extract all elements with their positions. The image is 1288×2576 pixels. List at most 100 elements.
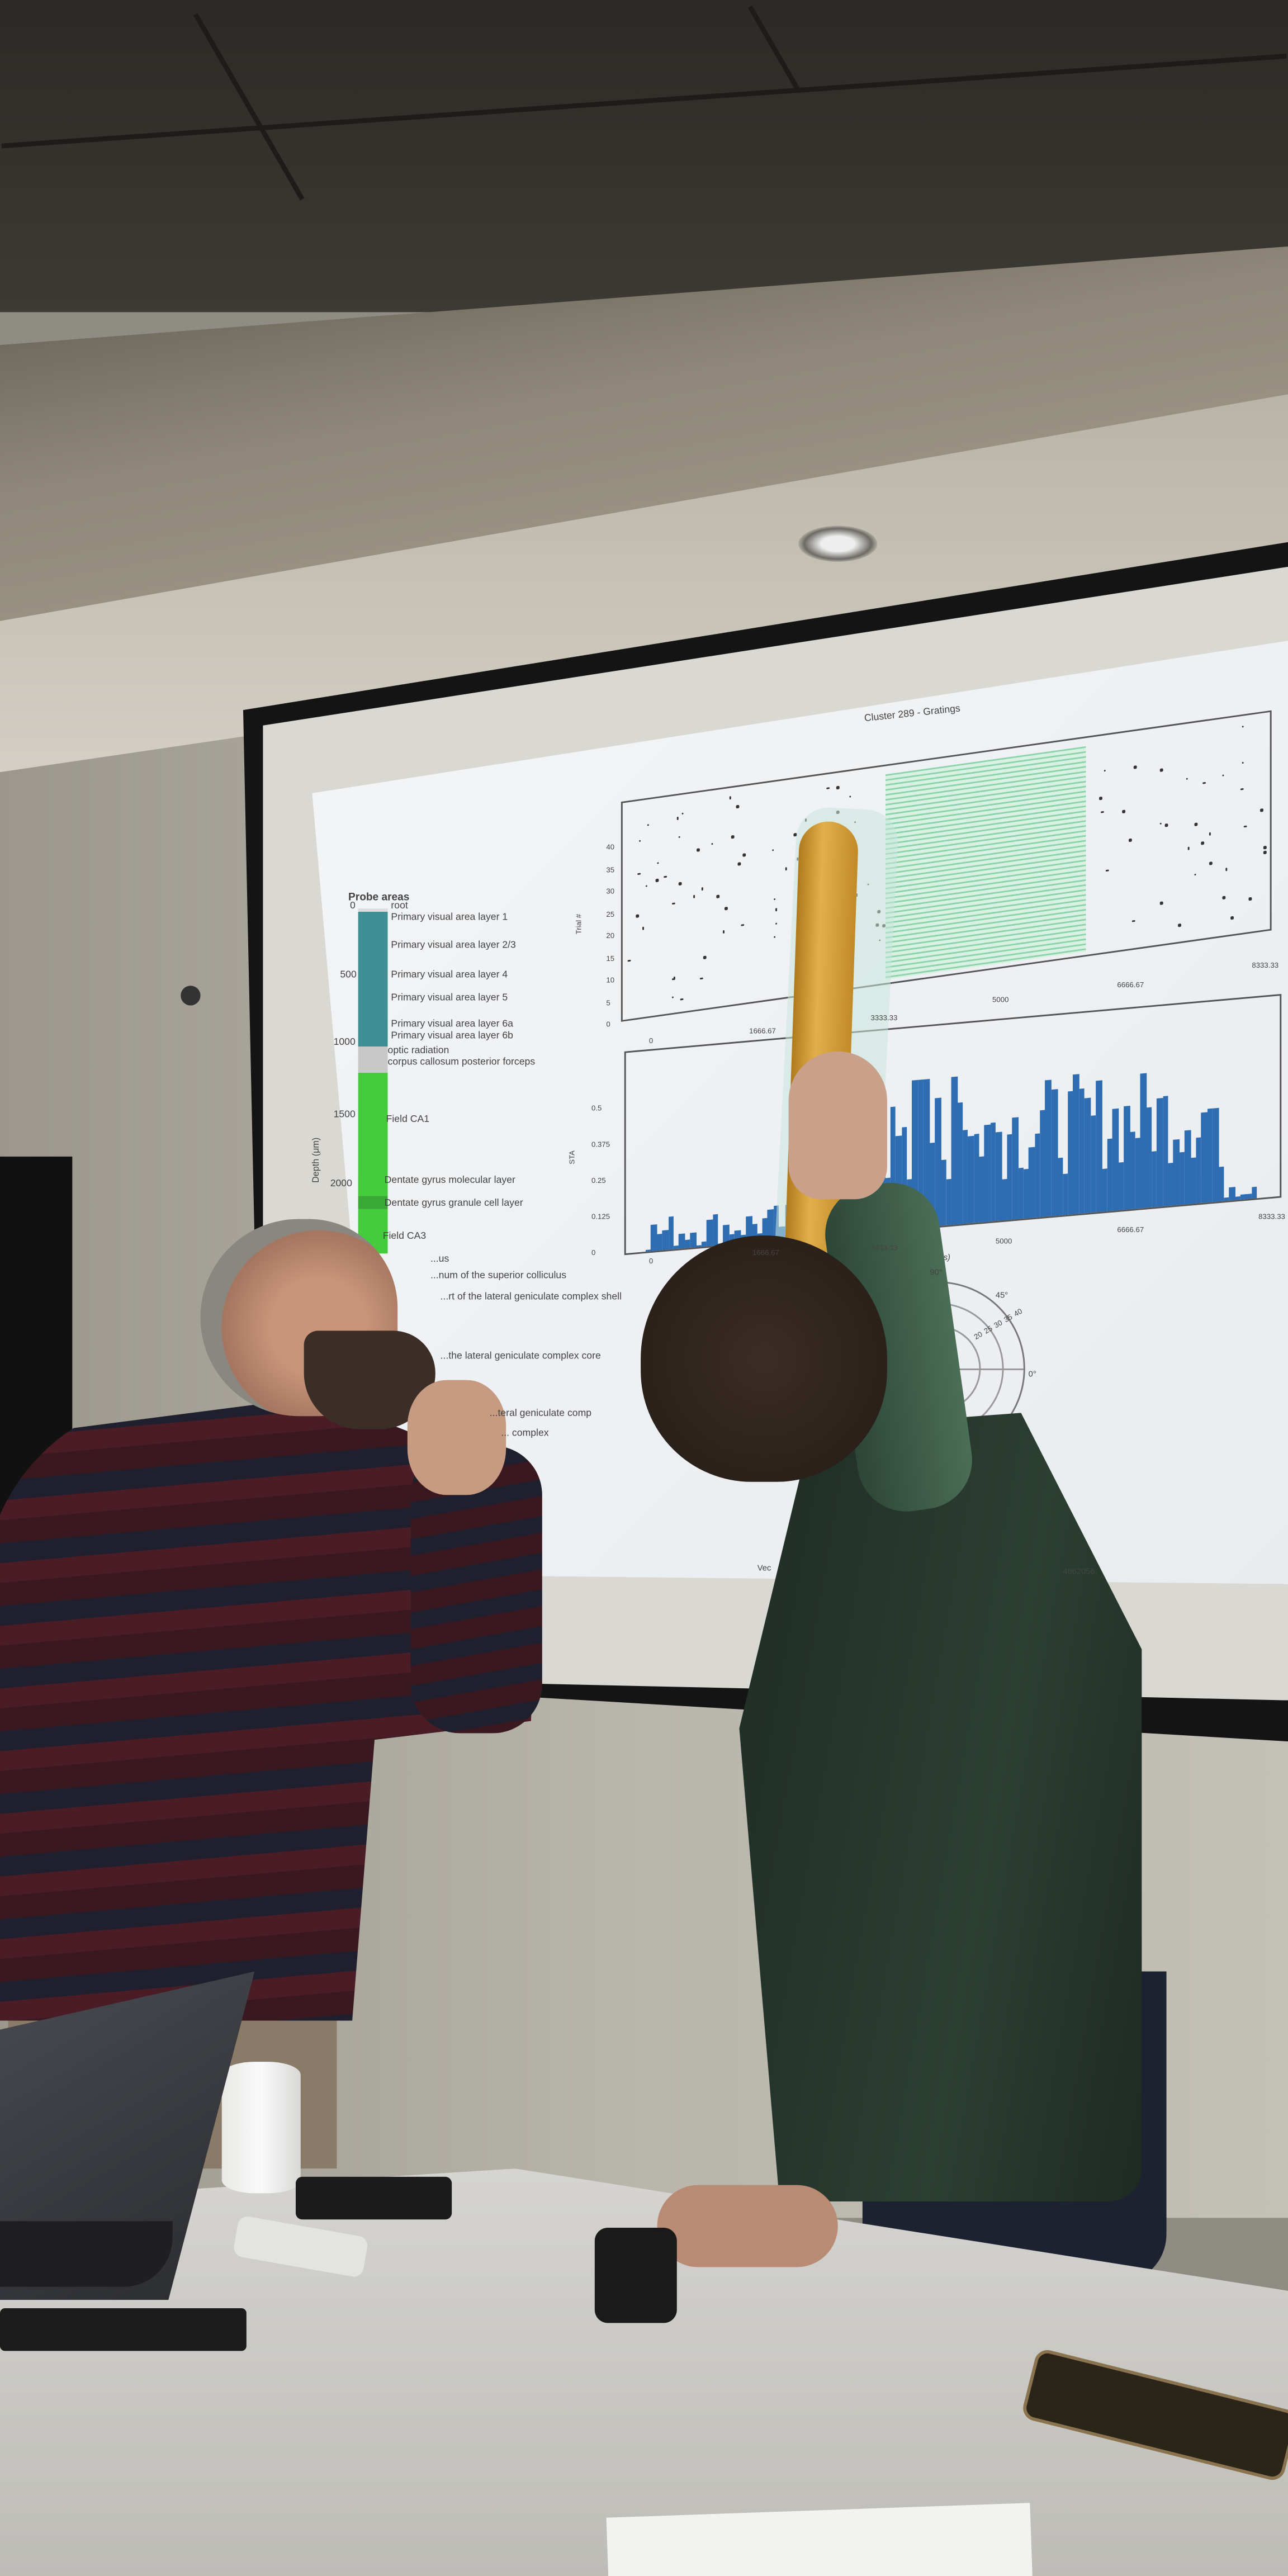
psth-xtick: 1666.67 (752, 1248, 779, 1257)
segment-fiber-tracts (358, 1046, 388, 1073)
histogram-bar (1218, 1167, 1224, 1202)
spike-dot (722, 930, 725, 934)
probe-area-label: ...the lateral geniculate complex core (440, 1352, 601, 1362)
raster-ytick: 10 (606, 976, 615, 984)
histogram-bar (712, 1214, 718, 1246)
spike-dot (717, 895, 719, 898)
spike-dot (849, 794, 852, 798)
spike-dot (1263, 846, 1266, 849)
spike-dot (656, 879, 659, 882)
probe-area-label: Primary visual area layer 6a (391, 1020, 514, 1030)
probe-area-label: ... complex (501, 1429, 549, 1439)
depth-tick: 0 (349, 902, 356, 912)
spike-dot (741, 924, 745, 927)
spike-dot (1194, 873, 1196, 876)
spike-dot (773, 935, 776, 939)
spike-dot (1100, 796, 1102, 799)
power-strip (0, 2308, 247, 2351)
spike-dot (1106, 869, 1109, 872)
histogram-bar (1251, 1186, 1257, 1199)
probe-area-label: Primary visual area layer 2/3 (391, 941, 516, 951)
polar-angle-90: 90° (930, 1268, 943, 1278)
spike-dot (785, 867, 788, 870)
raster-xtick: 5000 (992, 995, 1009, 1004)
spike-dot (1202, 782, 1205, 785)
spike-dot (673, 977, 675, 981)
spike-dot (645, 884, 648, 888)
man-hand (407, 1380, 506, 1495)
raster-xtick: 0 (648, 1036, 654, 1045)
spike-dot (836, 786, 839, 789)
spike-dot (793, 834, 796, 837)
spike-dot (1263, 850, 1267, 854)
psth-xtick: 0 (648, 1257, 654, 1265)
histogram-bar (667, 1216, 674, 1250)
probe-heading: Probe areas (348, 892, 410, 904)
spike-dot (697, 848, 700, 851)
psth-ytick: 0.125 (591, 1212, 610, 1221)
spike-dot (638, 839, 641, 842)
spike-dot (1222, 896, 1225, 899)
probe-area-label: root (391, 902, 408, 912)
ceiling (0, 0, 1288, 312)
spike-dot (1241, 761, 1244, 764)
spike-dot (775, 908, 778, 911)
man-arm (410, 1446, 542, 1734)
probe-area-label: Dentate gyrus molecular layer (384, 1176, 515, 1186)
spike-dot (1209, 862, 1212, 865)
depth-axis-label: Depth (μm) (312, 1137, 323, 1183)
woman-hand (788, 1051, 887, 1200)
spike-dot (826, 787, 829, 790)
depth-tick: 2000 (330, 1180, 352, 1190)
spike-dot (711, 842, 713, 846)
spike-dot (1195, 823, 1197, 826)
woman-head (641, 1235, 887, 1482)
spike-dot (1230, 916, 1233, 920)
spike-dot (1160, 769, 1163, 772)
spike-dot (1242, 725, 1244, 728)
spike-dot (1224, 868, 1228, 871)
psth-ytick: 0 (591, 1248, 596, 1257)
psth-xtick: 3333.33 (870, 1243, 898, 1252)
spike-dot (773, 897, 776, 901)
spike-dot (1123, 809, 1126, 813)
probe-depth-bar (358, 908, 388, 1254)
spike-dot (1160, 901, 1163, 905)
footer-right-text: 4662056. (1063, 1567, 1097, 1578)
spike-dot (736, 804, 740, 808)
spike-dot (771, 848, 774, 851)
spike-dot (678, 882, 681, 886)
raster-xtick: 8333.33 (1252, 961, 1279, 969)
spike-dot (1248, 897, 1251, 901)
spike-dot (703, 956, 707, 959)
spike-dot (731, 835, 735, 838)
psth-ytick: 0.5 (591, 1104, 602, 1112)
wall-sign (181, 986, 201, 1006)
spike-dot (681, 812, 684, 815)
spike-dot (700, 977, 703, 981)
spike-dot (693, 895, 696, 898)
stimulus-raster-block (886, 746, 1086, 980)
raster-ytick: 35 (606, 865, 615, 873)
ceiling-light (798, 525, 878, 562)
polar-angle-0: 0° (1028, 1370, 1036, 1380)
spike-dot (1134, 766, 1137, 769)
woman-sweater (739, 1413, 1142, 2201)
spike-dot (1101, 810, 1104, 813)
spike-dot (738, 863, 741, 866)
spike-dot (1222, 774, 1225, 777)
usb-hub (295, 2176, 452, 2220)
psth-xtick: 8333.33 (1258, 1212, 1285, 1221)
polar-angle-45: 45° (995, 1291, 1008, 1301)
spike-dot (700, 887, 704, 891)
probe-area-label: corpus callosum posterior forceps (387, 1058, 536, 1068)
raster-xtick: 6666.67 (1117, 981, 1144, 989)
spike-dot (1165, 823, 1168, 827)
probe-area-label: Primary visual area layer 1 (391, 913, 508, 924)
spike-dot (1104, 769, 1106, 773)
spike-dot (1201, 841, 1204, 845)
psth-xtick: 6666.67 (1117, 1225, 1144, 1234)
raster-ytick: 0 (606, 1020, 610, 1029)
spike-dot (636, 915, 639, 918)
